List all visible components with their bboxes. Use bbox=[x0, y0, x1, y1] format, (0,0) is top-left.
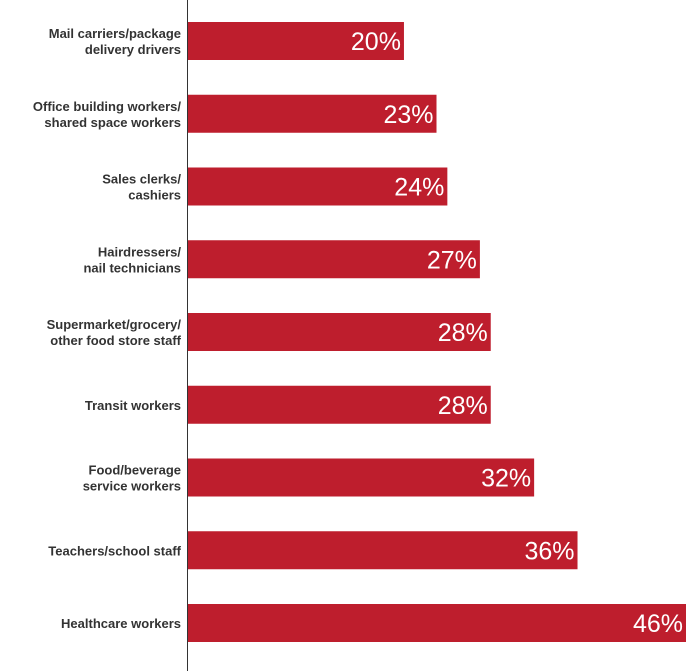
bars-layer bbox=[187, 22, 686, 642]
category-label: Mail carriers/package delivery drivers bbox=[49, 26, 181, 57]
category-labels-layer: Mail carriers/package delivery drivers Off… bbox=[33, 26, 182, 631]
category-label: Office building workers/shared space wor… bbox=[33, 99, 181, 130]
category-label-line: Supermarket/grocery/ bbox=[47, 317, 182, 332]
bar bbox=[187, 604, 686, 642]
bar bbox=[187, 458, 535, 497]
bar-value-label: 32% bbox=[481, 465, 531, 493]
category-label-line: Teachers/school staff bbox=[48, 543, 181, 558]
category-label-line: cashiers bbox=[128, 188, 181, 203]
bar-value-label: 46% bbox=[633, 610, 683, 638]
category-label-line: service workers bbox=[83, 479, 181, 494]
category-label: Teachers/school staff bbox=[48, 543, 181, 558]
value-labels-layer: 20% 23% 24% 27% 28% 28% 32% 36% 46% bbox=[351, 28, 683, 638]
category-label-line: Healthcare workers bbox=[61, 616, 181, 631]
bar bbox=[187, 94, 437, 133]
category-label-line: nail technicians bbox=[83, 260, 181, 275]
category-label-line: Hairdressers/ bbox=[98, 244, 181, 259]
category-label-line: other food store staff bbox=[50, 333, 181, 348]
category-label-line: Sales clerks/ bbox=[102, 172, 181, 187]
category-label-line: shared space workers bbox=[44, 115, 181, 130]
bar bbox=[187, 22, 404, 60]
bar-value-label: 28% bbox=[438, 392, 488, 420]
bar-value-label: 23% bbox=[383, 101, 433, 129]
category-label: Food/beverage service workers bbox=[83, 463, 181, 494]
category-label: Supermarket/grocery/other food store sta… bbox=[47, 317, 182, 348]
category-label-line: Food/beverage bbox=[89, 463, 181, 478]
category-label-line: Transit workers bbox=[85, 398, 181, 413]
bar bbox=[187, 240, 480, 279]
bar-value-label: 24% bbox=[394, 174, 444, 202]
bar bbox=[187, 167, 448, 206]
bar bbox=[187, 313, 491, 351]
bar-value-label: 28% bbox=[438, 319, 488, 347]
category-label-line: Office building workers/ bbox=[33, 99, 181, 114]
bar bbox=[187, 385, 491, 424]
category-label-line: delivery drivers bbox=[85, 42, 181, 57]
category-label: Sales clerks/cashiers bbox=[102, 172, 181, 203]
bar bbox=[187, 531, 578, 570]
category-label-line: Mail carriers/package bbox=[49, 26, 181, 41]
bar-value-label: 36% bbox=[524, 537, 574, 565]
category-label: Transit workers bbox=[85, 398, 181, 413]
bar-value-label: 20% bbox=[351, 28, 401, 56]
category-label: Hairdressers/nail technicians bbox=[83, 244, 181, 275]
category-label: Healthcare workers bbox=[61, 616, 181, 631]
bar-value-label: 27% bbox=[427, 246, 477, 274]
